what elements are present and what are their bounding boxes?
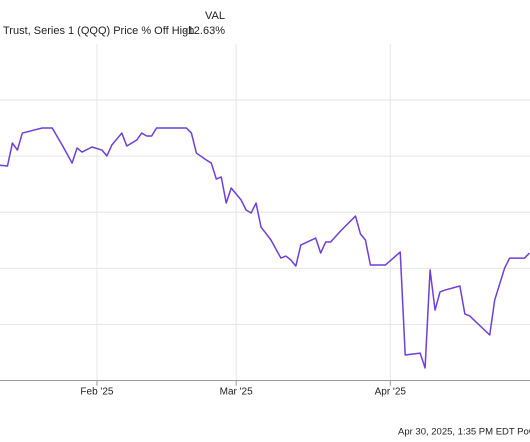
- series-line: [0, 127, 530, 369]
- x-tick-label: Feb '25: [80, 386, 113, 397]
- x-tick-label: Mar '25: [220, 386, 253, 397]
- x-tick-label: Apr '25: [375, 386, 407, 397]
- legend-label: Trust, Series 1 (QQQ) Price % Off High: [3, 25, 194, 37]
- current-value: -12.63%: [184, 25, 225, 37]
- footer: Apr 30, 2025, 1:35 PM EDT Powered by: [398, 427, 530, 438]
- value-header: VAL: [205, 10, 225, 22]
